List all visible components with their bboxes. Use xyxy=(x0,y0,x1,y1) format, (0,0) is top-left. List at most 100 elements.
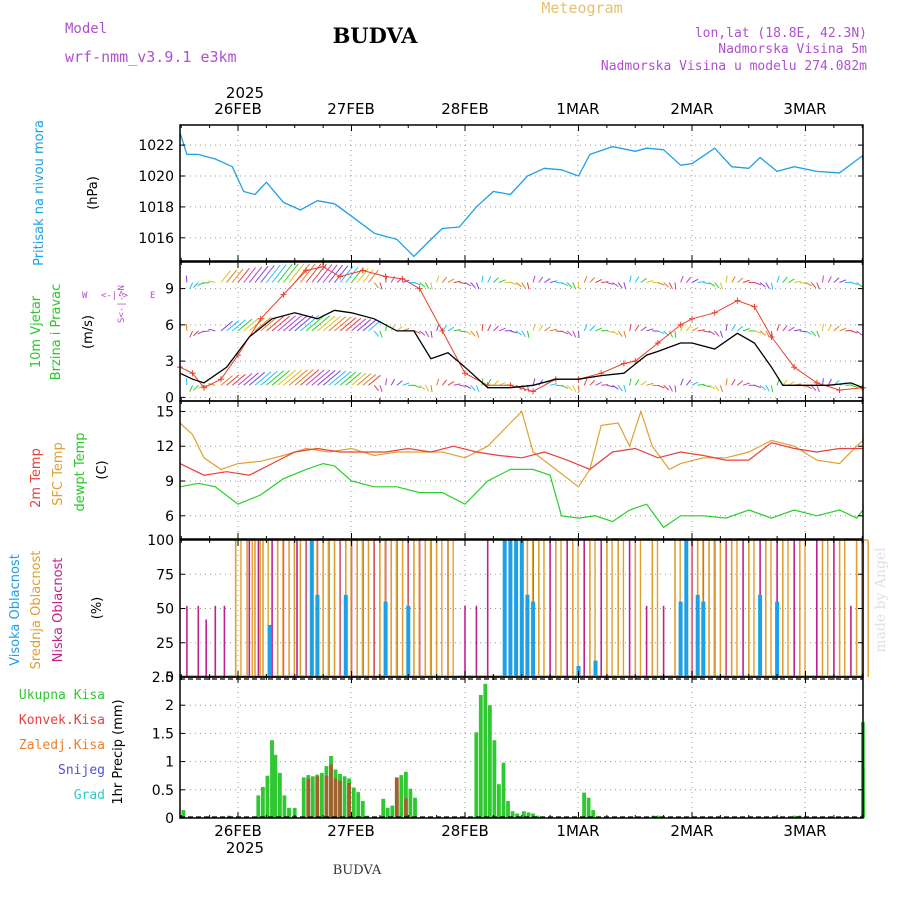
wind-arrow xyxy=(657,330,665,335)
wind-arrow xyxy=(322,315,341,332)
wind-arrow xyxy=(248,371,266,386)
y-tick-label: 1016 xyxy=(138,231,174,247)
cloud-bar xyxy=(248,540,251,677)
cloud-bar xyxy=(262,540,264,677)
wind-arrow xyxy=(328,316,347,332)
top-time-label: 28FEB xyxy=(441,100,488,118)
precip-bar xyxy=(526,812,531,818)
y-tick-label: 0.5 xyxy=(152,783,174,799)
wind-arrow xyxy=(475,385,480,392)
top-time-label: 1MAR xyxy=(556,100,599,118)
coordinates: lon,lat (18.8E, 42.3N) xyxy=(695,26,867,41)
cloud-bar xyxy=(254,540,256,677)
wind-arrow xyxy=(266,370,284,386)
wind-arrow xyxy=(345,372,362,386)
precip-bar xyxy=(261,787,265,818)
cloud-bar xyxy=(821,540,824,677)
cloud-bar xyxy=(502,540,507,677)
cloud-bar xyxy=(572,540,574,677)
cloud-bar xyxy=(343,594,348,677)
wind-arrow xyxy=(220,375,233,386)
cloud-bar-edge xyxy=(373,540,375,677)
wind-arrow xyxy=(657,282,665,286)
wind-arrow xyxy=(487,276,492,283)
wind-arrow xyxy=(351,372,367,386)
precip-bar xyxy=(385,807,390,818)
wind-arrow xyxy=(373,384,379,392)
wind-arrow xyxy=(805,282,812,287)
cloud-bar xyxy=(600,540,602,677)
wind-arrow xyxy=(481,275,484,283)
wind-arrow xyxy=(202,282,210,284)
wind-arrow xyxy=(827,324,832,332)
wind-arrow xyxy=(754,282,762,286)
wind-arrow xyxy=(526,330,530,338)
wind-arrow xyxy=(544,278,551,283)
cloud-bar xyxy=(367,540,370,677)
wind-arrow xyxy=(208,328,216,332)
wind-arrow xyxy=(390,378,396,386)
wind-arrow xyxy=(231,319,246,332)
precip-bar xyxy=(501,762,506,818)
wind-arrow xyxy=(680,378,684,386)
wind-arrow xyxy=(708,282,716,287)
wind-arrow xyxy=(226,269,238,283)
precip-bar xyxy=(351,787,356,818)
cloud-bar xyxy=(758,594,763,677)
cloud-bar xyxy=(246,540,248,677)
gust-marker xyxy=(416,285,423,292)
cloud-bar-edge xyxy=(724,540,727,677)
cloud-bar-edge xyxy=(293,540,295,677)
cloud-bars xyxy=(180,539,869,677)
wind-arrow xyxy=(447,278,455,283)
wind-arrow xyxy=(725,323,728,331)
wind-arrow xyxy=(731,276,736,283)
wind-arrow xyxy=(742,279,750,283)
wind-arrow xyxy=(646,382,654,386)
precip-bar xyxy=(282,795,287,818)
wind-label-line1: 10m Vjetar xyxy=(29,295,44,368)
cloud-bar-edge xyxy=(867,540,869,677)
wind-arrow xyxy=(595,327,603,332)
cloud-bar-edge xyxy=(804,540,806,677)
wind-arrow xyxy=(220,320,233,332)
wind-arrow xyxy=(243,318,259,332)
wind-arrow xyxy=(566,384,573,391)
wind-arrow xyxy=(799,330,807,333)
cloud-bar xyxy=(435,540,438,677)
wind-arrow xyxy=(572,385,577,392)
gust-marker xyxy=(689,315,695,322)
wind-arrow xyxy=(685,379,692,386)
cloud-bar xyxy=(531,601,536,677)
precip-bar xyxy=(478,695,483,818)
wind-arrow xyxy=(185,378,188,386)
wind-arrow xyxy=(231,373,246,386)
cloud-bar-edge xyxy=(543,540,545,677)
cloud-bar-edge xyxy=(639,540,642,677)
wind-arrow xyxy=(379,282,383,290)
wind-arrow xyxy=(294,315,314,332)
cloud-bar xyxy=(606,540,608,677)
cloud-bar xyxy=(730,540,733,677)
wind-arrow xyxy=(436,324,440,332)
wind-arrow xyxy=(782,379,788,386)
cloud-bar xyxy=(525,594,530,677)
wind-arrow xyxy=(663,384,670,391)
wind-arrow xyxy=(305,315,325,332)
precip-bar xyxy=(497,784,501,818)
y-tick-label: 3 xyxy=(165,354,174,370)
wind-arrow xyxy=(413,330,421,334)
wind-arrow xyxy=(646,328,654,332)
wind-arrow xyxy=(561,282,569,287)
wind-arrow xyxy=(765,385,770,392)
wind-arrow xyxy=(532,275,536,283)
precip-bar xyxy=(399,775,404,818)
gust-marker xyxy=(257,315,264,322)
wind-arrow xyxy=(419,282,426,288)
cloud-bar-edge xyxy=(267,540,269,677)
precip-bar xyxy=(278,772,282,818)
precip-bar xyxy=(488,705,492,818)
sfc-temp-label: SFC Temp xyxy=(51,442,66,506)
precip-bar xyxy=(531,813,535,818)
cloud-bar-edge xyxy=(594,540,596,677)
